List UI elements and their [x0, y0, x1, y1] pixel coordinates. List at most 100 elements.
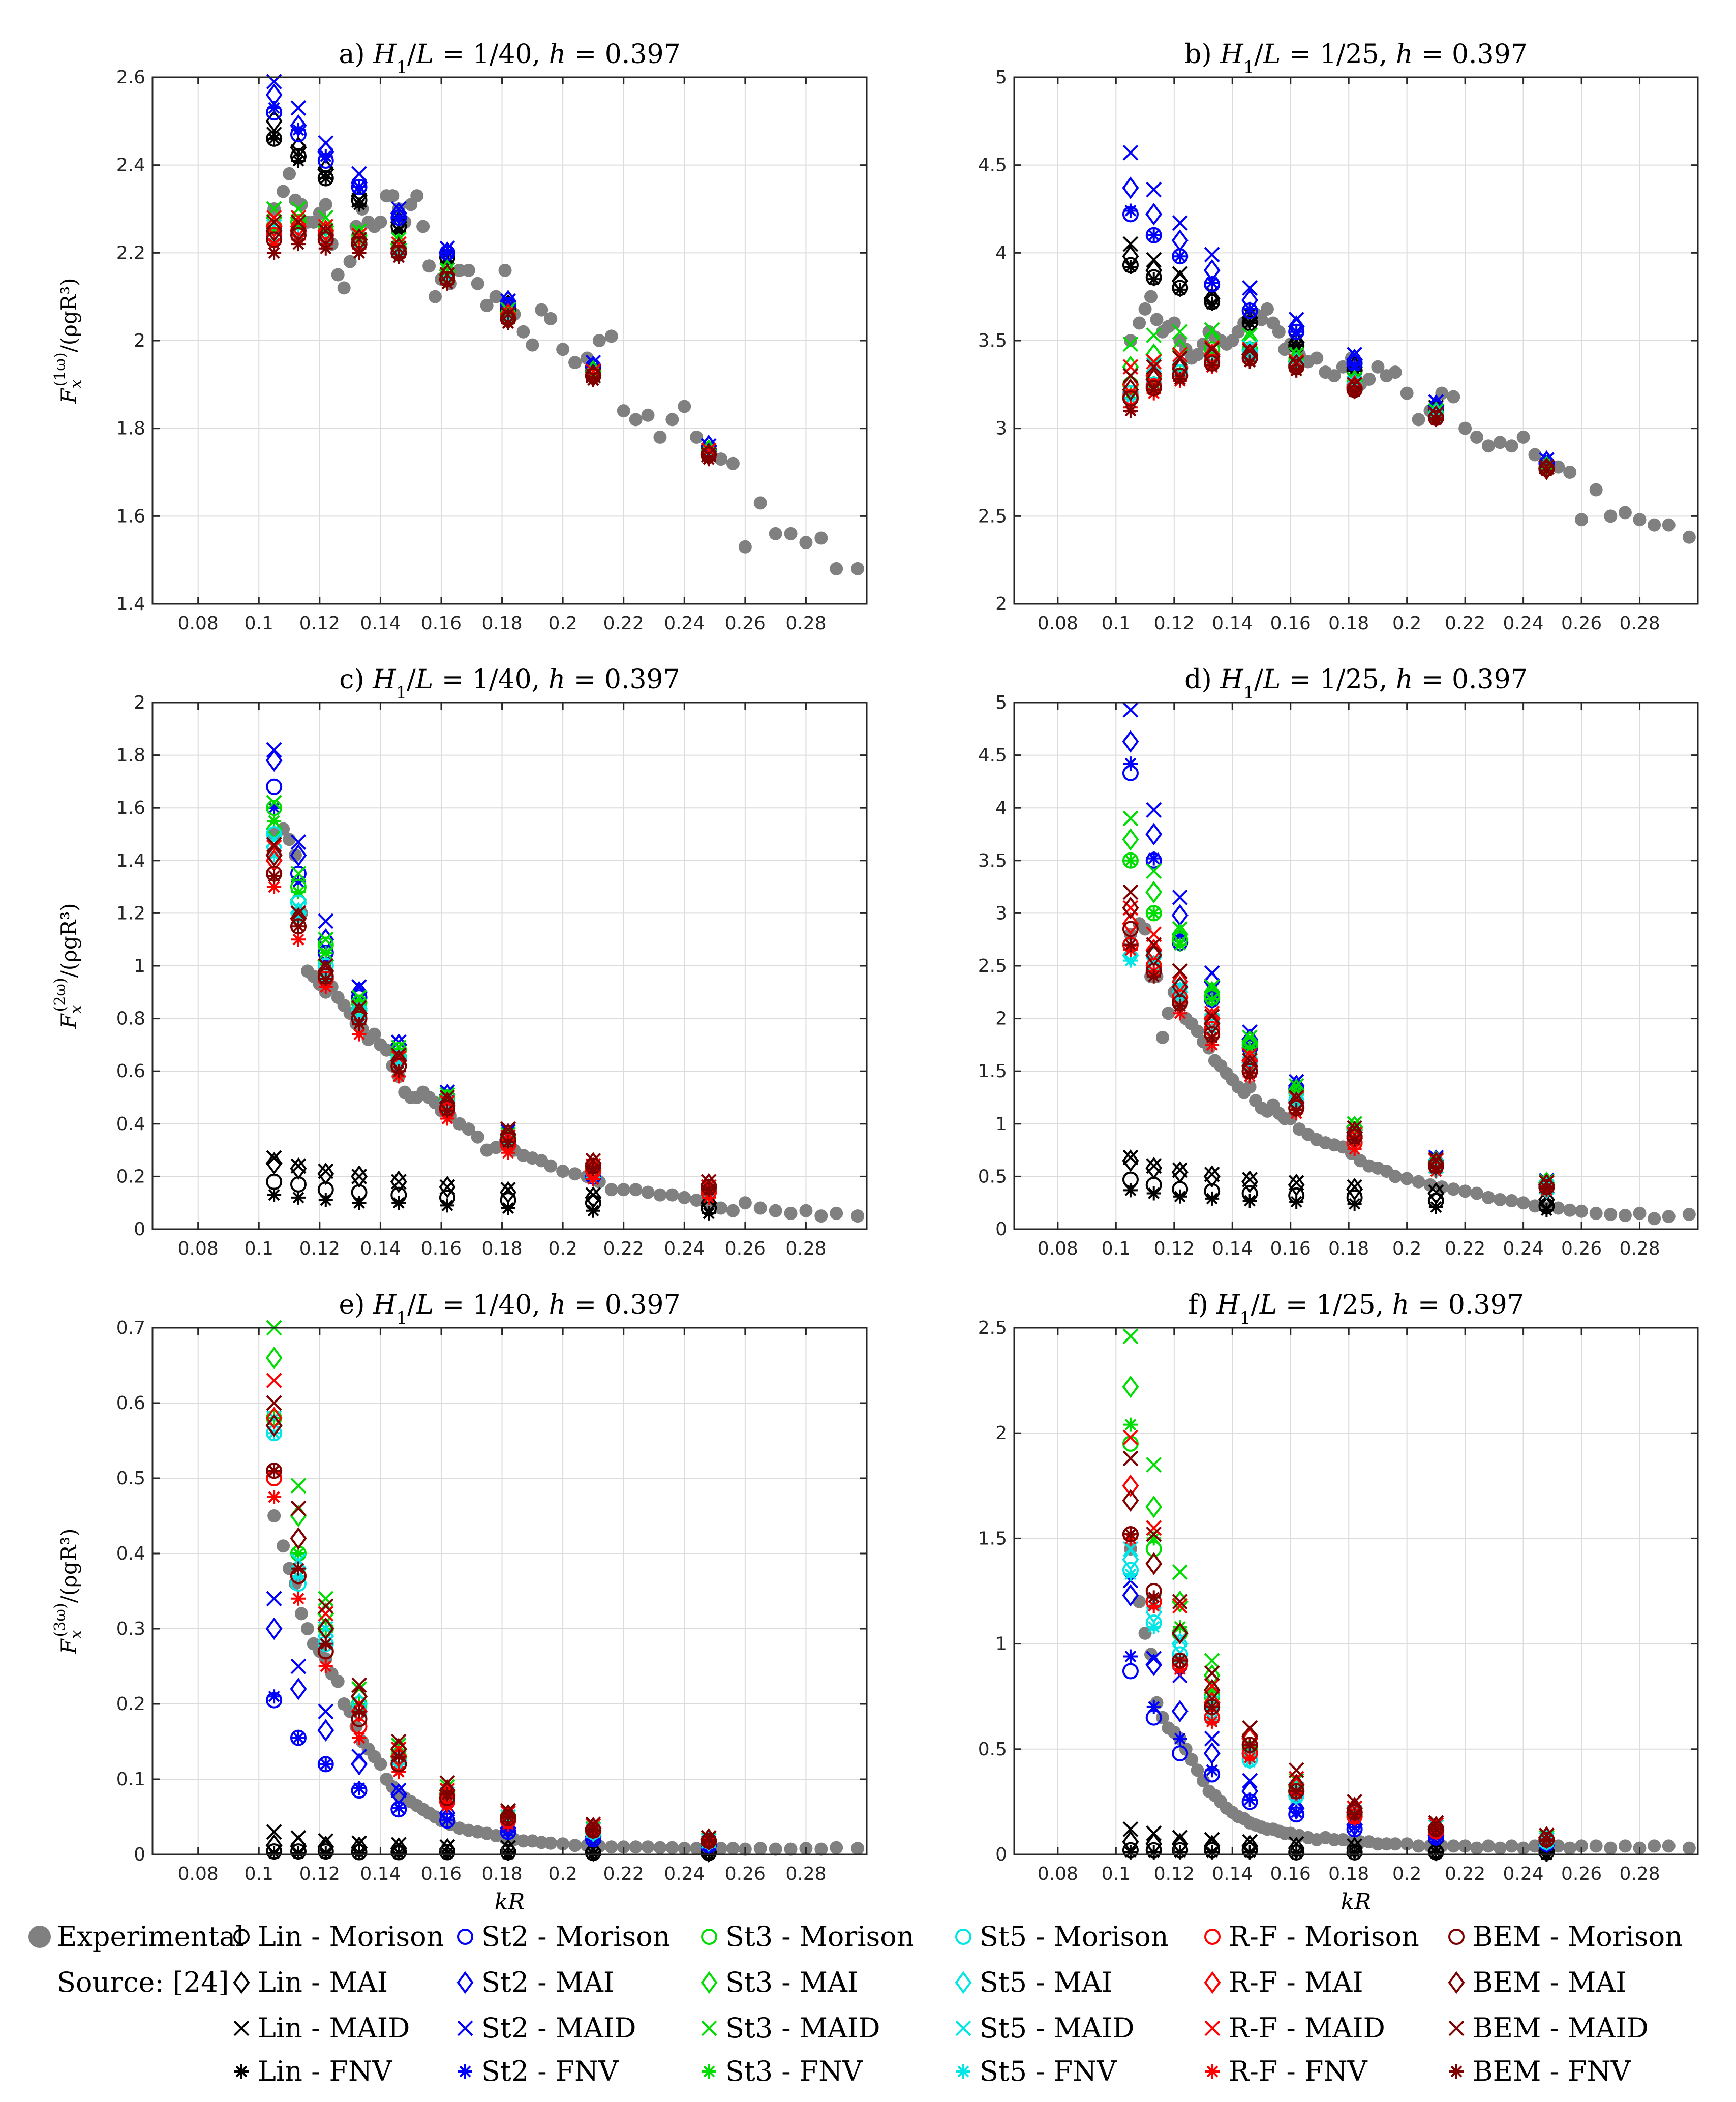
experimental-point: [690, 430, 704, 444]
experimental-point: [592, 334, 606, 347]
data-point: [318, 1193, 333, 1208]
data-point: [1146, 1825, 1162, 1841]
experimental-point: [410, 189, 424, 203]
experimental-point: [1458, 1839, 1472, 1853]
experimental-point: [814, 531, 828, 545]
data-point: [291, 1730, 306, 1745]
data-point: [318, 171, 333, 186]
experimental-point: [1138, 922, 1152, 936]
experimental-point: [1505, 1194, 1518, 1208]
experimental-point: [544, 1836, 558, 1850]
data-point: [701, 1174, 717, 1190]
data-point: [391, 224, 406, 238]
data-point: [1146, 937, 1162, 953]
data-point: [267, 237, 282, 252]
experimental-point: [604, 1840, 618, 1854]
experimental-point: [641, 1185, 655, 1199]
x-tick-label: 0.2: [1392, 1864, 1421, 1884]
experimental-point: [814, 1842, 828, 1856]
data-point: [1173, 372, 1187, 386]
x-tick-label: 0.08: [1038, 1238, 1078, 1259]
y-tick-label: 1.8: [116, 418, 145, 439]
data-point: [391, 210, 406, 225]
data-point: [318, 1598, 334, 1614]
experimental-point: [1447, 390, 1460, 404]
data-point: [352, 1027, 367, 1042]
data-point: [1171, 1590, 1189, 1613]
data-point: [1123, 953, 1138, 968]
y-tick-label: 5: [995, 692, 1007, 713]
data-point: [1173, 937, 1187, 952]
x-tick-label: 0.2: [1392, 1238, 1421, 1259]
data-point: [1146, 359, 1162, 375]
data-point: [501, 1135, 515, 1150]
data-point: [1146, 252, 1162, 268]
data-point: [1145, 203, 1163, 226]
legend-label: Lin - Morison: [258, 1921, 444, 1953]
experimental-point: [1458, 421, 1472, 435]
x-tick-label: 0.1: [245, 1238, 273, 1259]
experimental-point: [665, 1841, 679, 1854]
data-point: [352, 1846, 367, 1861]
data-point: [1173, 1845, 1187, 1860]
experimental-point: [665, 1188, 679, 1202]
data-point: [1146, 1599, 1161, 1613]
data-point: [318, 931, 334, 948]
legend-label: R-F - MAI: [1229, 1966, 1363, 1998]
data-point: [1122, 828, 1139, 851]
data-point: [1146, 354, 1162, 370]
data-point: [351, 1165, 368, 1188]
experimental-point: [678, 400, 691, 413]
data-point: [1122, 884, 1139, 900]
data-point: [1146, 181, 1162, 198]
legend-label: R-F - FNV: [1229, 2055, 1368, 2087]
experimental-point: [386, 189, 400, 203]
data-point: [1204, 1665, 1220, 1682]
experimental-point: [283, 167, 296, 180]
experimental-point: [294, 1607, 308, 1621]
x-tick-label: 0.1: [245, 613, 273, 634]
data-point: [1123, 1183, 1138, 1198]
data-point: [352, 1781, 367, 1795]
data-point: [290, 1478, 307, 1494]
experimental-point: [641, 1840, 655, 1854]
legend-marker: [1204, 1971, 1221, 1994]
x-tick-label: 0.1: [1102, 1864, 1131, 1884]
experimental-point: [331, 1674, 345, 1688]
data-point: [702, 1190, 716, 1205]
x-tick-label: 0.08: [178, 1864, 219, 1884]
data-point: [1146, 272, 1161, 287]
experimental-point: [1191, 348, 1204, 361]
panels-group: 0.08 0.1 0.12 0.14 0.16 0.18 0.2 0.22 0.24 0.26 0.…: [51, 39, 1699, 1915]
data-point: [265, 1152, 283, 1175]
data-point: [586, 1203, 600, 1218]
legend-marker: [234, 2064, 249, 2079]
series-lin-fnv: [267, 1187, 716, 1221]
data-point: [440, 276, 454, 291]
data-point: [1122, 336, 1139, 352]
data-point: [1428, 1161, 1443, 1175]
x-tick-label: 0.16: [421, 613, 462, 634]
x-axis-label: kR: [1341, 1889, 1372, 1915]
experimental-point: [851, 1209, 865, 1223]
experimental-point: [1493, 1841, 1507, 1855]
experimental-point: [1481, 1839, 1495, 1853]
legend-experimental-marker: [28, 1926, 51, 1948]
data-point: [267, 801, 282, 815]
data-point: [318, 1605, 334, 1622]
data-point: [1123, 1649, 1138, 1664]
legend-marker: [1448, 2020, 1465, 2036]
data-point: [1123, 756, 1138, 771]
data-point: [439, 1775, 455, 1791]
experimental-point: [480, 298, 494, 312]
data-point: [1122, 1663, 1139, 1680]
experimental-point: [1388, 1170, 1402, 1183]
data-point: [1146, 863, 1162, 879]
data-point: [1242, 1773, 1258, 1789]
y-tick-label: 2.2: [116, 242, 145, 263]
legend-marker: [458, 2064, 472, 2079]
experimental-point: [556, 1837, 570, 1851]
x-tick-label: 0.14: [1212, 1864, 1253, 1884]
x-tick-label: 0.18: [481, 1238, 522, 1259]
